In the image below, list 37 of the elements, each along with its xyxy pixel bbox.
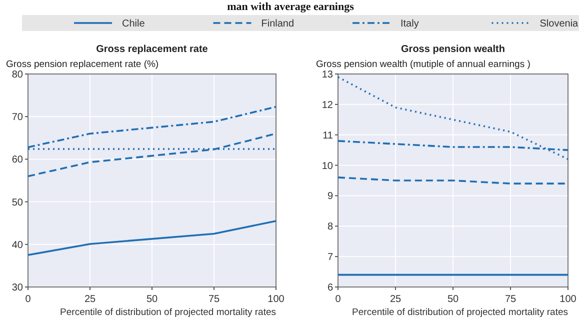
chart-title: man with average earnings: [227, 1, 355, 13]
y-axis-title: Gross pension replacement rate (%): [6, 59, 159, 70]
legend-label: Finland: [261, 18, 294, 30]
y-axis-title: Gross pension wealth (mutiple of annual earnings ): [316, 59, 530, 70]
x-tick-label: 100: [560, 294, 577, 305]
y-tick-label: 11: [322, 130, 334, 142]
y-tick-label: 70: [12, 112, 24, 124]
x-tick-label: 25: [390, 294, 402, 305]
chart-subtitle: Gross pension wealth: [401, 44, 505, 55]
x-tick-label: 25: [84, 294, 96, 305]
chart-subtitle: Gross replacement rate: [96, 44, 208, 55]
y-tick-label: 13: [322, 70, 334, 80]
line-series: [27, 220, 277, 256]
line-series: [337, 76, 569, 160]
x-tick-label: 0: [335, 294, 342, 305]
legend-label: Chile: [122, 18, 146, 30]
legend-label: Italy: [400, 18, 419, 30]
x-axis-title: Percentile of distribution of projected mortality rates: [60, 307, 276, 318]
y-tick-label: 12: [322, 100, 334, 111]
y-tick-label: 30: [12, 282, 24, 294]
y-tick-label: 10: [322, 160, 334, 172]
x-tick-label: 100: [268, 294, 285, 305]
x-tick-label: 50: [447, 294, 459, 305]
y-tick-label: 50: [12, 197, 24, 208]
y-tick-label: 80: [12, 70, 24, 80]
y-tick-label: 7: [327, 252, 334, 264]
x-tick-label: 50: [146, 294, 158, 305]
x-axis-title: Percentile of distribution of projected mortality rates: [352, 307, 568, 318]
x-tick-label: 75: [504, 294, 516, 305]
legend-label: Slovenia: [540, 18, 579, 30]
x-tick-label: 0: [25, 294, 32, 305]
y-tick-label: 6: [327, 282, 334, 294]
x-tick-label: 75: [208, 294, 220, 305]
y-tick-label: 8: [327, 222, 334, 233]
y-tick-label: 9: [327, 191, 334, 202]
y-tick-label: 60: [12, 154, 24, 166]
y-tick-label: 40: [12, 240, 24, 251]
